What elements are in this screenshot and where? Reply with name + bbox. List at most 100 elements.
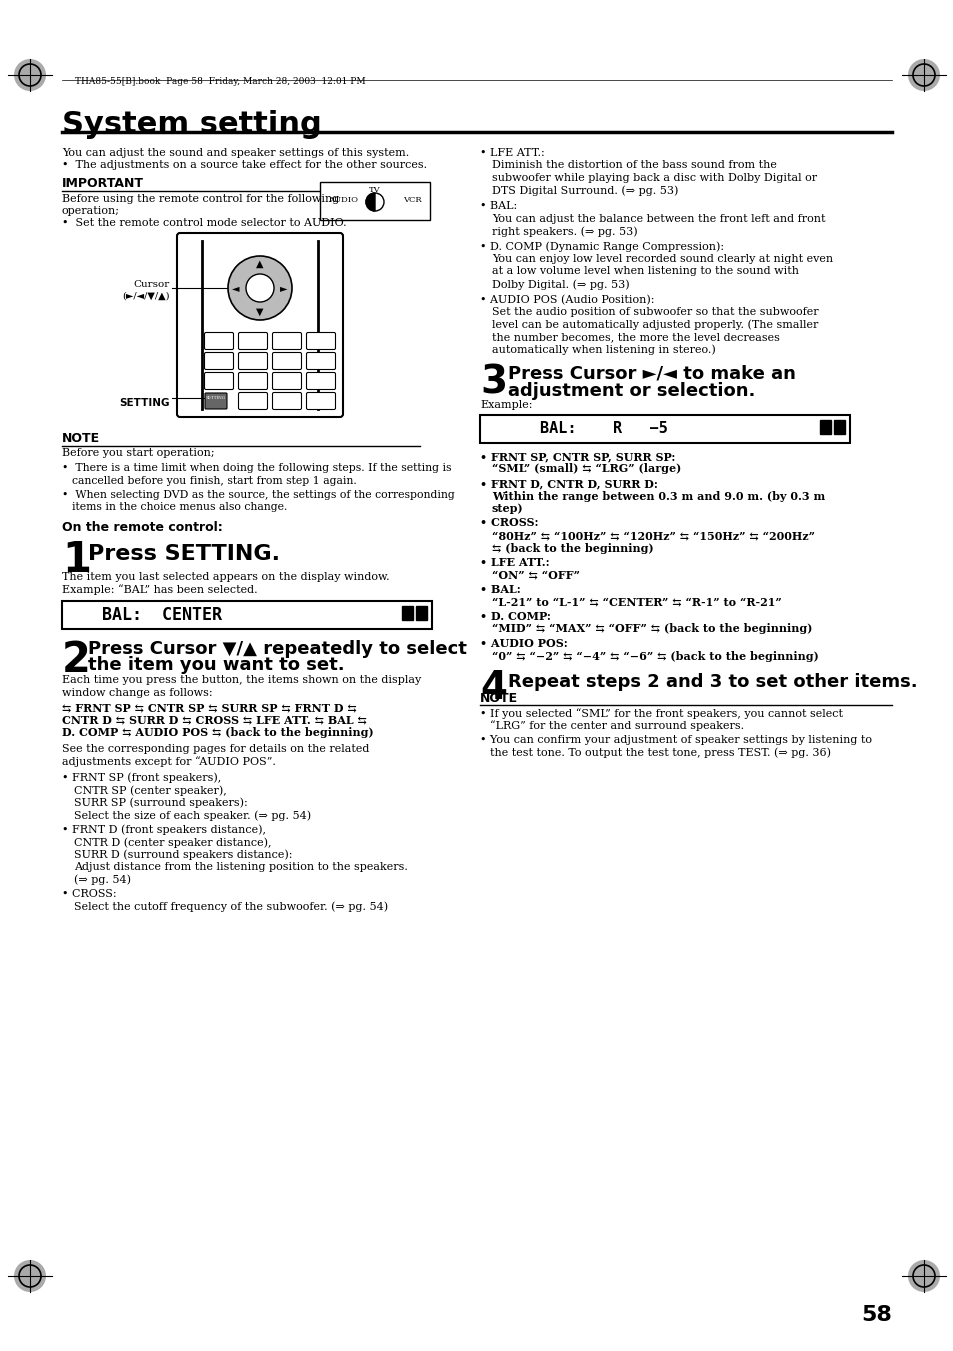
Text: adjustment or selection.: adjustment or selection. [507, 382, 755, 400]
Bar [62, 600, 432, 628]
Text: Within the range between 0.3 m and 9.0 m. (by 0.3 m: Within the range between 0.3 m and 9.0 m… [492, 490, 824, 501]
Text: VCR: VCR [403, 196, 421, 204]
Text: Press Cursor ►/◄ to make an: Press Cursor ►/◄ to make an [507, 365, 795, 382]
Text: SETTING: SETTING [119, 399, 170, 408]
Text: • FRNT SP, CNTR SP, SURR SP:: • FRNT SP, CNTR SP, SURR SP: [479, 451, 675, 462]
Text: Before using the remote control for the following: Before using the remote control for the … [62, 193, 339, 204]
Text: ⇆ (back to the beginning): ⇆ (back to the beginning) [492, 543, 653, 554]
Text: You can adjust the balance between the front left and front: You can adjust the balance between the f… [492, 213, 824, 223]
Text: adjustments except for “AUDIO POS”.: adjustments except for “AUDIO POS”. [62, 757, 275, 767]
FancyBboxPatch shape [273, 332, 301, 350]
Text: “80Hz” ⇆ “100Hz” ⇆ “120Hz” ⇆ “150Hz” ⇆ “200Hz”: “80Hz” ⇆ “100Hz” ⇆ “120Hz” ⇆ “150Hz” ⇆ “… [492, 530, 814, 540]
FancyBboxPatch shape [306, 393, 335, 409]
Text: •  There is a time limit when doing the following steps. If the setting is: • There is a time limit when doing the f… [62, 463, 451, 473]
Text: • BAL:: • BAL: [479, 584, 520, 594]
Text: CNTR SP (center speaker),: CNTR SP (center speaker), [74, 785, 227, 796]
Text: • FRNT D, CNTR D, SURR D:: • FRNT D, CNTR D, SURR D: [479, 478, 658, 489]
Text: BAL:  CENTER: BAL: CENTER [102, 607, 222, 624]
Text: 3: 3 [479, 363, 507, 401]
Text: You can adjust the sound and speaker settings of this system.: You can adjust the sound and speaker set… [62, 149, 409, 158]
Text: • If you selected “SML” for the front speakers, you cannot select: • If you selected “SML” for the front sp… [479, 708, 842, 719]
Text: “SML” (small) ⇆ “LRG” (large): “SML” (small) ⇆ “LRG” (large) [492, 463, 680, 474]
Text: automatically when listening in stereo.): automatically when listening in stereo.) [492, 345, 715, 355]
Bar [401, 605, 413, 620]
Text: •  The adjustments on a source take effect for the other sources.: • The adjustments on a source take effec… [62, 161, 427, 170]
Text: CNTR D (center speaker distance),: CNTR D (center speaker distance), [74, 838, 272, 847]
Text: On the remote control:: On the remote control: [62, 521, 222, 534]
Text: the test tone. To output the test tone, press TEST. (⇒ pg. 36): the test tone. To output the test tone, … [490, 747, 830, 758]
Text: THA85-55[B].book  Page 58  Friday, March 28, 2003  12:01 PM: THA85-55[B].book Page 58 Friday, March 2… [75, 77, 365, 86]
FancyBboxPatch shape [204, 373, 233, 389]
Circle shape [907, 1260, 939, 1292]
FancyBboxPatch shape [273, 353, 301, 370]
Text: Press SETTING.: Press SETTING. [88, 543, 280, 563]
Circle shape [14, 1260, 46, 1292]
Text: Set the audio position of subwoofer so that the subwoofer: Set the audio position of subwoofer so t… [492, 307, 818, 317]
Text: • FRNT SP (front speakers),: • FRNT SP (front speakers), [62, 773, 221, 784]
Text: 58: 58 [861, 1305, 891, 1325]
FancyBboxPatch shape [306, 373, 335, 389]
Text: operation;: operation; [62, 205, 120, 216]
FancyBboxPatch shape [238, 393, 267, 409]
Text: NOTE: NOTE [479, 692, 517, 704]
Text: See the corresponding pages for details on the related: See the corresponding pages for details … [62, 743, 369, 754]
Text: DTS Digital Surround. (⇒ pg. 53): DTS Digital Surround. (⇒ pg. 53) [492, 185, 678, 196]
Text: the number becomes, the more the level decreases: the number becomes, the more the level d… [492, 332, 779, 342]
Text: IMPORTANT: IMPORTANT [62, 177, 144, 190]
Text: AUDIO: AUDIO [328, 196, 357, 204]
Text: • D. COMP:: • D. COMP: [479, 611, 550, 621]
Text: Repeat steps 2 and 3 to set other items.: Repeat steps 2 and 3 to set other items. [507, 673, 917, 690]
Text: (►/◄/▼/▲): (►/◄/▼/▲) [122, 292, 170, 301]
Text: at a low volume level when listening to the sound with: at a low volume level when listening to … [492, 266, 799, 277]
Text: Dolby Digital. (⇒ pg. 53): Dolby Digital. (⇒ pg. 53) [492, 280, 629, 289]
Text: • FRNT D (front speakers distance),: • FRNT D (front speakers distance), [62, 824, 266, 835]
Text: step): step) [492, 503, 523, 513]
Text: Press Cursor ▼/▲ repeatedly to select: Press Cursor ▼/▲ repeatedly to select [88, 640, 466, 658]
Text: • CROSS:: • CROSS: [62, 889, 116, 898]
FancyBboxPatch shape [238, 373, 267, 389]
Bar [833, 420, 844, 434]
Text: “L-21” to “L-1” ⇆ “CENTER” ⇆ “R-1” to “R-21”: “L-21” to “L-1” ⇆ “CENTER” ⇆ “R-1” to “R… [492, 597, 781, 608]
Bar [416, 605, 427, 620]
Text: subwoofer while playing back a disc with Dolby Digital or: subwoofer while playing back a disc with… [492, 173, 817, 182]
Circle shape [246, 274, 274, 303]
Circle shape [14, 59, 46, 91]
FancyBboxPatch shape [204, 353, 233, 370]
Text: Diminish the distortion of the bass sound from the: Diminish the distortion of the bass soun… [492, 161, 776, 170]
FancyBboxPatch shape [204, 332, 233, 350]
Text: System setting: System setting [62, 109, 321, 139]
Text: You can enjoy low level recorded sound clearly at night even: You can enjoy low level recorded sound c… [492, 254, 832, 263]
Text: right speakers. (⇒ pg. 53): right speakers. (⇒ pg. 53) [492, 226, 637, 236]
Text: SURR SP (surround speakers):: SURR SP (surround speakers): [74, 797, 248, 808]
Bar [319, 182, 430, 220]
Circle shape [366, 193, 384, 211]
Circle shape [228, 255, 292, 320]
FancyBboxPatch shape [273, 373, 301, 389]
Text: (⇒ pg. 54): (⇒ pg. 54) [74, 874, 131, 885]
Circle shape [907, 59, 939, 91]
Text: •  When selecting DVD as the source, the settings of the corresponding: • When selecting DVD as the source, the … [62, 490, 455, 500]
Text: ◄: ◄ [232, 282, 239, 293]
FancyBboxPatch shape [273, 393, 301, 409]
Text: ▼: ▼ [256, 307, 263, 317]
Text: “LRG” for the center and surround speakers.: “LRG” for the center and surround speake… [490, 720, 743, 731]
Text: • AUDIO POS (Audio Position):: • AUDIO POS (Audio Position): [479, 295, 654, 305]
Text: • LFE ATT.:: • LFE ATT.: [479, 149, 544, 158]
Text: The item you last selected appears on the display window.: The item you last selected appears on th… [62, 571, 389, 581]
Text: SETTING: SETTING [206, 396, 226, 400]
Text: Example:: Example: [479, 400, 532, 411]
Bar [820, 420, 830, 434]
Text: the item you want to set.: the item you want to set. [88, 657, 344, 674]
Text: Select the cutoff frequency of the subwoofer. (⇒ pg. 54): Select the cutoff frequency of the subwo… [74, 901, 388, 912]
Text: • AUDIO POS:: • AUDIO POS: [479, 638, 567, 648]
Text: 2: 2 [62, 639, 91, 681]
Text: • D. COMP (Dynamic Range Compression):: • D. COMP (Dynamic Range Compression): [479, 242, 723, 253]
Text: Select the size of each speaker. (⇒ pg. 54): Select the size of each speaker. (⇒ pg. … [74, 811, 311, 820]
Text: 4: 4 [479, 669, 506, 707]
Text: TV: TV [369, 186, 380, 195]
Text: ⇆ FRNT SP ⇆ CNTR SP ⇆ SURR SP ⇆ FRNT D ⇆: ⇆ FRNT SP ⇆ CNTR SP ⇆ SURR SP ⇆ FRNT D ⇆ [62, 703, 356, 713]
Bar [479, 415, 849, 443]
Text: ►: ► [280, 282, 288, 293]
Text: BAL:    R   −5: BAL: R −5 [539, 422, 667, 436]
Text: 1: 1 [62, 539, 91, 581]
